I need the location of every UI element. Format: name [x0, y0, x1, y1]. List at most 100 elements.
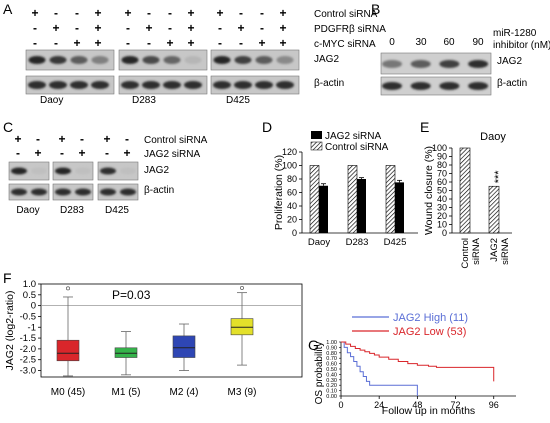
panel-a-actin-band [28, 81, 46, 89]
chart-d-y-tick-label: 120 [282, 147, 297, 157]
chart-g-y-tick-label: 1.00 [326, 340, 337, 346]
panel-a-actin-band [70, 81, 88, 89]
panel-a-row-label-cmyc: c-MYC siRNA [314, 39, 376, 50]
chart-d-bar-control [385, 165, 396, 234]
panel-c-actin-blot [97, 183, 139, 201]
chart-e-x-tick-label: JAG2siRNA [489, 237, 511, 265]
chart-g-series-line [341, 341, 418, 396]
chart-f-y-tick-label: -2.5 [20, 355, 36, 366]
panel-b-actin-band [382, 82, 402, 90]
chart-d-bar-control [309, 165, 320, 234]
chart-e-bar [488, 185, 500, 234]
chart-g-x-tick-label: 24 [374, 400, 384, 410]
panel-c-jag2-blot [8, 161, 50, 181]
chart-d-bar-control [347, 165, 358, 234]
panel-a-jag2-band [255, 56, 273, 64]
chart-g-y-tick-label: 0.00 [326, 394, 337, 400]
panel-c-mark: + [34, 146, 41, 160]
panel-c-row-label-control: Control siRNA [144, 135, 208, 146]
panel-c-western-blot: Control siRNA JAG2 siRNA JAG2 β-actin Da… [8, 132, 208, 216]
chart-e-y-tick-label: 90 [437, 152, 447, 162]
chart-d-y-tick-label: 40 [287, 201, 297, 211]
panel-a-jag2-band [28, 56, 46, 64]
chart-d-y-tick-label: 80 [287, 174, 297, 184]
chart-f-x-tick-label: M1 (5) [112, 387, 141, 398]
chart-f-y-tick-label: -0.5 [20, 311, 36, 322]
chart-g-y-tick-label: 0.70 [326, 356, 337, 362]
panel-c-jag2-band [31, 167, 47, 175]
panel-a-mark: + [94, 36, 101, 50]
panel-b-actin-band [410, 82, 431, 90]
chart-g-legend-label: JAG2 Low (53) [393, 326, 466, 338]
panel-a-mark: - [260, 21, 264, 35]
panel-a-mark: + [52, 21, 59, 35]
panel-a-jag2-band [91, 56, 109, 64]
chart-f-box [230, 318, 254, 336]
panel-b-jag2-band [439, 60, 460, 68]
panel-c-actin-blot [52, 183, 94, 201]
chart-g-y-tick-label: 0.60 [326, 362, 337, 368]
panel-a-mark: + [94, 6, 101, 20]
chart-f-x-tick-label: M2 (4) [170, 387, 199, 398]
panel-a-mark: + [73, 36, 80, 50]
chart-g-x-label: Follow up in months [382, 405, 475, 417]
panel-c-cell-line-daoy: Daoy [16, 205, 39, 216]
chart-f-pvalue: P=0.03 [112, 288, 151, 302]
chart-d-y-label: Proliferation (%) [273, 155, 285, 230]
panel-c-cell-line-d425: D425 [105, 205, 129, 216]
chart-e-y-label: Wound closure (%) [423, 146, 435, 235]
panel-a-jag2-band [121, 56, 139, 64]
chart-g-y-label: OS probability [314, 342, 325, 405]
chart-f-box [172, 335, 196, 358]
panel-a-band-label-jag2: JAG2 [314, 54, 339, 65]
panel-b-western-blot: 0 30 60 90 miR-1280 inhibitor (nM) JAG2 … [380, 28, 550, 96]
panel-a-western-blot: Control siRNA PDGFRβ siRNA c-MYC siRNA J… [25, 6, 386, 106]
panel-a-mark: - [126, 21, 130, 35]
chart-e-y-tick-label: 60 [437, 177, 447, 187]
panel-b-actin-blot [380, 76, 492, 96]
panel-c-mark: + [58, 132, 65, 146]
chart-f-plot-frame [40, 283, 303, 378]
chart-g-y-tick-label: 0.90 [326, 345, 337, 351]
panel-c-jag2-blot [97, 161, 139, 181]
panel-a-mark: - [239, 36, 243, 50]
panel-a-cell-line-daoy: Daoy [40, 95, 63, 106]
panel-a-mark: + [279, 36, 286, 50]
panel-b-letter: B [371, 1, 380, 17]
panel-c-mark: + [78, 146, 85, 160]
panel-c-mark: + [14, 132, 21, 146]
panel-b-treatment-label: miR-1280 [493, 28, 537, 39]
panel-c-row-label-jag2: JAG2 siRNA [144, 149, 200, 160]
panel-c-mark: + [123, 146, 130, 160]
panel-b-band-label-actin: β-actin [497, 78, 527, 89]
chart-e-significance: *** [493, 170, 505, 184]
panel-a-mark: + [145, 21, 152, 35]
panel-c-mark: - [80, 132, 84, 146]
panel-a-mark: - [218, 36, 222, 50]
panel-a-actin-band [142, 81, 160, 89]
chart-f-y-label: JAG2 (log2-ratio) [4, 291, 16, 371]
panel-c-actin-band [31, 188, 47, 196]
panel-c-actin-band [120, 188, 136, 196]
chart-d-y-tick-label: 20 [287, 215, 297, 225]
chart-e-title: Daoy [480, 131, 506, 143]
chart-d-x-tick-label: Daoy [308, 237, 330, 248]
panel-a-mark: - [260, 6, 264, 20]
panel-c-actin-band [75, 188, 91, 196]
panel-c-mark: - [16, 146, 20, 160]
panel-c-mark: + [103, 132, 110, 146]
panel-c-jag2-band [55, 167, 71, 175]
chart-e-x-tick-label: ControlsiRNA [460, 237, 482, 268]
panel-a-jag2-blot [210, 49, 300, 71]
chart-f-y-tick-label: 0 [31, 301, 36, 312]
panel-c-band-label-actin: β-actin [144, 185, 174, 196]
panel-a-band-label-actin: β-actin [314, 78, 344, 89]
panel-a-actin-band [234, 81, 252, 89]
chart-e-y-tick-label: 0 [442, 228, 447, 238]
panel-a-mark: - [75, 6, 79, 20]
chart-g-x-tick-label: 96 [489, 400, 499, 410]
panel-b-jag2-band [382, 60, 402, 68]
chart-d-bar-jag2 [319, 185, 328, 233]
